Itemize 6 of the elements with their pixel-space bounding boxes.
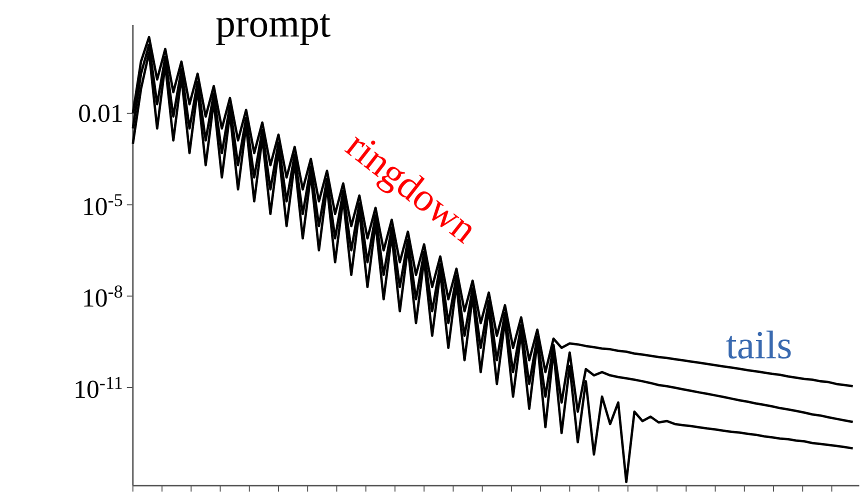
annotation: tails xyxy=(726,330,791,358)
annotation: prompt xyxy=(216,14,330,45)
y-tick-label: 10$^{-8}$ xyxy=(84,285,122,307)
y-tick-label: 0.01 xyxy=(79,104,122,122)
y-tick-label: 10$^{-11}$ xyxy=(76,376,122,398)
y-tick-label: 10$^{-5}$ xyxy=(84,194,122,216)
